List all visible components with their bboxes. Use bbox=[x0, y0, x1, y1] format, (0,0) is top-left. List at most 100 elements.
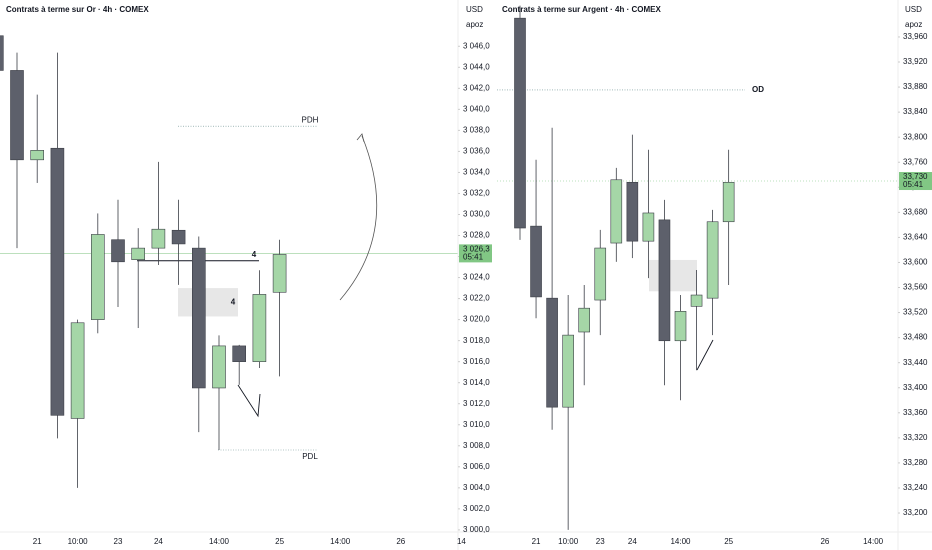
x-tick-label: 14 bbox=[457, 537, 466, 546]
x-tick-label: 10:00 bbox=[68, 537, 89, 546]
y-tick-label: 3 028,0 bbox=[463, 231, 490, 240]
y-tick-label: 3 014,0 bbox=[463, 378, 490, 387]
x-tick-label: 21 bbox=[532, 537, 541, 546]
y-tick-label: 33,920 bbox=[903, 57, 928, 66]
y-tick-label: 3 046,0 bbox=[463, 41, 490, 50]
candle-body bbox=[578, 307, 591, 333]
x-tick-label: 24 bbox=[628, 537, 637, 546]
chart-title: Contrats à terme sur Or · 4h · COMEX bbox=[6, 5, 149, 14]
drawn-line bbox=[696, 339, 714, 371]
y-tick-label: 33,520 bbox=[903, 308, 928, 317]
level-label: PDH bbox=[302, 115, 319, 124]
y-tick-label: 3 034,0 bbox=[463, 168, 490, 177]
scale-mode: apoz bbox=[905, 20, 922, 29]
candle-body bbox=[91, 234, 105, 320]
y-tick-label: 3 042,0 bbox=[463, 83, 490, 92]
currency: USD bbox=[905, 5, 922, 14]
y-tick-label: 3 012,0 bbox=[463, 399, 490, 408]
y-tick-label: 33,800 bbox=[903, 132, 928, 141]
y-tick-label: 3 000,0 bbox=[463, 525, 490, 534]
candle-body bbox=[70, 322, 85, 419]
price-tag-timer: 05:41 bbox=[463, 252, 484, 261]
level-label: PDL bbox=[302, 452, 318, 461]
x-tick-label: 10:00 bbox=[558, 537, 579, 546]
curved-arrow bbox=[339, 135, 378, 301]
x-tick-label: 26 bbox=[396, 537, 405, 546]
y-tick-label: 33,200 bbox=[903, 508, 928, 517]
price-tag bbox=[459, 244, 492, 263]
y-tick-label: 33,600 bbox=[903, 258, 928, 267]
x-tick-label: 14:00 bbox=[670, 537, 691, 546]
x-tick-label: 14:00 bbox=[863, 537, 884, 546]
drawn-line bbox=[237, 384, 261, 418]
level-label: OD bbox=[752, 85, 764, 94]
candle-body bbox=[50, 147, 65, 416]
candle-body bbox=[10, 70, 24, 161]
gold-plot bbox=[0, 35, 458, 488]
arrow-head bbox=[356, 133, 365, 143]
y-tick-label: 33,680 bbox=[903, 207, 928, 216]
price-tag bbox=[899, 172, 932, 191]
y-tick-label: 3 006,0 bbox=[463, 462, 490, 471]
scale-mode: apoz bbox=[466, 20, 483, 29]
y-tick-label: 3 040,0 bbox=[463, 104, 490, 113]
candle-body bbox=[610, 179, 623, 244]
y-tick-label: 3 044,0 bbox=[463, 62, 490, 71]
y-tick-label: 3 022,0 bbox=[463, 294, 490, 303]
chart-title: Contrats à terme sur Argent · 4h · COMEX bbox=[502, 5, 662, 14]
candle-body bbox=[530, 225, 542, 298]
price-tag-timer: 05:41 bbox=[903, 180, 924, 189]
candle-body bbox=[252, 294, 267, 362]
silver-plot bbox=[497, 5, 898, 530]
candle-body bbox=[0, 35, 4, 71]
y-tick-label: 3 032,0 bbox=[463, 189, 490, 198]
y-tick-label: 33,960 bbox=[903, 32, 928, 41]
y-tick-label: 3 030,0 bbox=[463, 210, 490, 219]
y-tick-label: 3 038,0 bbox=[463, 125, 490, 134]
y-tick-label: 33,640 bbox=[903, 233, 928, 242]
candle-body bbox=[706, 221, 719, 299]
y-tick-label: 33,400 bbox=[903, 383, 928, 392]
candle-body bbox=[232, 345, 246, 362]
candle-body bbox=[562, 334, 574, 408]
y-tick-label: 33,320 bbox=[903, 433, 928, 442]
y-tick-label: 3 020,0 bbox=[463, 315, 490, 324]
x-tick-label: 25 bbox=[724, 537, 733, 546]
candle-body bbox=[151, 228, 166, 249]
x-tick-label: 14:00 bbox=[330, 537, 351, 546]
zone bbox=[649, 259, 697, 292]
x-tick-label: 23 bbox=[114, 537, 123, 546]
y-tick-label: 3 004,0 bbox=[463, 483, 490, 492]
price-tag-value: 3 026,3 bbox=[463, 244, 490, 253]
y-tick-label: 3 018,0 bbox=[463, 336, 490, 345]
zone bbox=[178, 288, 238, 317]
candle-body bbox=[212, 345, 226, 389]
y-tick-label: 33,840 bbox=[903, 107, 928, 116]
y-tick-label: 33,360 bbox=[903, 408, 928, 417]
candle-body bbox=[626, 181, 639, 242]
y-tick-label: 3 024,0 bbox=[463, 273, 490, 282]
y-tick-label: 3 002,0 bbox=[463, 504, 490, 513]
y-tick-label: 3 016,0 bbox=[463, 357, 490, 366]
x-tick-label: 14:00 bbox=[209, 537, 230, 546]
candle-body bbox=[272, 254, 287, 293]
candle-body bbox=[546, 297, 558, 408]
y-tick-label: 3 010,0 bbox=[463, 420, 490, 429]
y-tick-label: 33,240 bbox=[903, 483, 928, 492]
y-tick-label: 3 008,0 bbox=[463, 441, 490, 450]
candle-body bbox=[674, 311, 687, 342]
y-tick-label: 33,280 bbox=[903, 458, 928, 467]
x-tick-label: 21 bbox=[33, 537, 42, 546]
candle-body bbox=[642, 212, 655, 242]
candle-body bbox=[192, 247, 206, 389]
candle-body bbox=[658, 219, 671, 342]
candle-body bbox=[722, 181, 735, 223]
candle-body bbox=[690, 294, 703, 307]
x-tick-label: 24 bbox=[154, 537, 163, 546]
price-tag-value: 33,730 bbox=[903, 172, 928, 181]
y-tick-label: 33,880 bbox=[903, 82, 928, 91]
candle-body bbox=[30, 150, 45, 161]
